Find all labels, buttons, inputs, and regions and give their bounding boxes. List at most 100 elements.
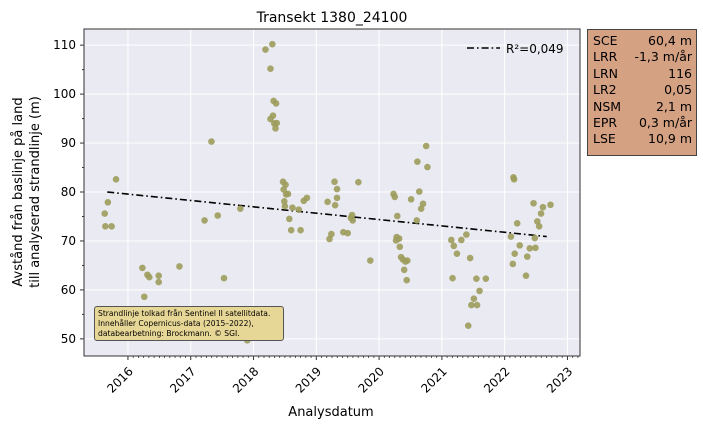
stat-row-lrn: LRN 116 (593, 66, 692, 82)
data-point (139, 264, 146, 272)
data-point (509, 260, 517, 268)
data-point (532, 244, 539, 252)
data-point (101, 210, 109, 217)
data-point (513, 220, 521, 227)
y-tick-label: 50 (61, 332, 76, 346)
credit-line: Innehåller Copernicus-data (2015–2022), (98, 319, 254, 328)
y-axis-label-line2: till analyserad strandlinje (m) (28, 96, 43, 288)
data-point (470, 295, 478, 303)
data-point (393, 212, 401, 220)
data-point (535, 222, 543, 230)
data-point (468, 301, 475, 309)
data-point (344, 229, 351, 237)
stat-key: LSE (593, 131, 616, 147)
stat-key: LR2 (593, 82, 617, 98)
data-point (403, 276, 411, 284)
data-point (273, 119, 281, 127)
stat-value: 60,4 m (648, 33, 692, 48)
data-point (155, 272, 163, 280)
data-point (355, 178, 362, 186)
data-point (145, 273, 153, 281)
data-point (422, 142, 430, 150)
data-point (463, 231, 470, 238)
data-point (331, 201, 339, 209)
data-point (328, 230, 335, 238)
stat-value: 116 (668, 65, 692, 81)
data-point (237, 205, 244, 212)
data-point (531, 234, 539, 242)
data-point (303, 194, 311, 202)
data-point (297, 226, 304, 234)
data-point (395, 235, 403, 242)
x-tick-label: 2022 (481, 364, 512, 395)
data-point (404, 257, 411, 264)
data-point (348, 211, 356, 219)
stat-value: -1,3 m/år (634, 49, 692, 65)
stat-value: 0,3 m/år (638, 115, 692, 131)
data-point (547, 201, 554, 209)
data-point (516, 242, 524, 249)
data-point (333, 194, 341, 202)
data-point (507, 233, 515, 240)
x-tick-label: 2023 (544, 364, 575, 395)
data-point (396, 243, 404, 251)
data-point (466, 254, 474, 262)
data-point (415, 188, 423, 195)
data-point (523, 253, 531, 260)
x-tick-label: 2017 (167, 364, 198, 395)
x-tick-label: 2016 (104, 364, 135, 395)
stat-value: 2,1 m (655, 98, 692, 114)
stat-row-nsm: NSM 2,1 m (593, 99, 692, 115)
x-axis: 2016 2017 2018 2019 2020 2021 2022 2023 (104, 356, 579, 396)
data-point (108, 222, 115, 230)
data-point (104, 198, 112, 206)
data-point (526, 245, 534, 252)
data-point (447, 236, 455, 244)
stat-row-lse: LSE 10,9 m (593, 131, 692, 147)
data-point (262, 46, 269, 53)
y-tick-label: 90 (61, 136, 76, 150)
y-tick-label: 70 (61, 234, 76, 248)
data-point (112, 175, 120, 183)
legend-label: R²=0,049 (506, 42, 564, 56)
data-point (214, 212, 222, 219)
data-point (473, 301, 481, 309)
data-point (413, 217, 421, 224)
data-point (220, 274, 228, 282)
data-point (522, 272, 530, 280)
data-point (208, 138, 215, 145)
data-points (101, 40, 554, 344)
stat-row-lrr: LRR -1,3 m/år (593, 49, 692, 65)
data-point (530, 199, 537, 207)
y-axis-label-line1: Avstånd från baslinje på land (11, 97, 26, 286)
stat-row-epr: EPR 0,3 m/år (593, 115, 692, 131)
data-point (331, 178, 338, 186)
trend-line (107, 191, 547, 238)
data-point (482, 275, 490, 282)
data-point (269, 112, 277, 119)
data-point (424, 163, 431, 171)
data-point (272, 125, 279, 132)
stat-key: EPR (593, 115, 618, 131)
x-tick-label: 2021 (418, 364, 449, 395)
data-point (295, 206, 303, 213)
y-tick-label: 60 (61, 283, 76, 297)
data-point (407, 196, 415, 203)
y-tick-label: 100 (53, 87, 76, 101)
data-point (286, 215, 293, 223)
data-point (324, 198, 331, 206)
data-point (449, 274, 456, 282)
stat-key: NSM (593, 98, 622, 114)
x-tick-label: 2018 (230, 364, 261, 395)
data-point (458, 236, 465, 244)
y-tick-label: 110 (53, 38, 76, 52)
data-point (201, 217, 208, 224)
data-point (269, 40, 276, 48)
data-point (419, 200, 427, 208)
data-point (537, 210, 545, 217)
statistics-box: SCE 60,4 m LRR -1,3 m/år LRN 116 LR2 0,05 NS… (587, 29, 697, 156)
trend-layer (107, 191, 547, 238)
data-point (391, 193, 399, 201)
y-axis: 50 60 70 80 90 100 110 (53, 38, 84, 346)
